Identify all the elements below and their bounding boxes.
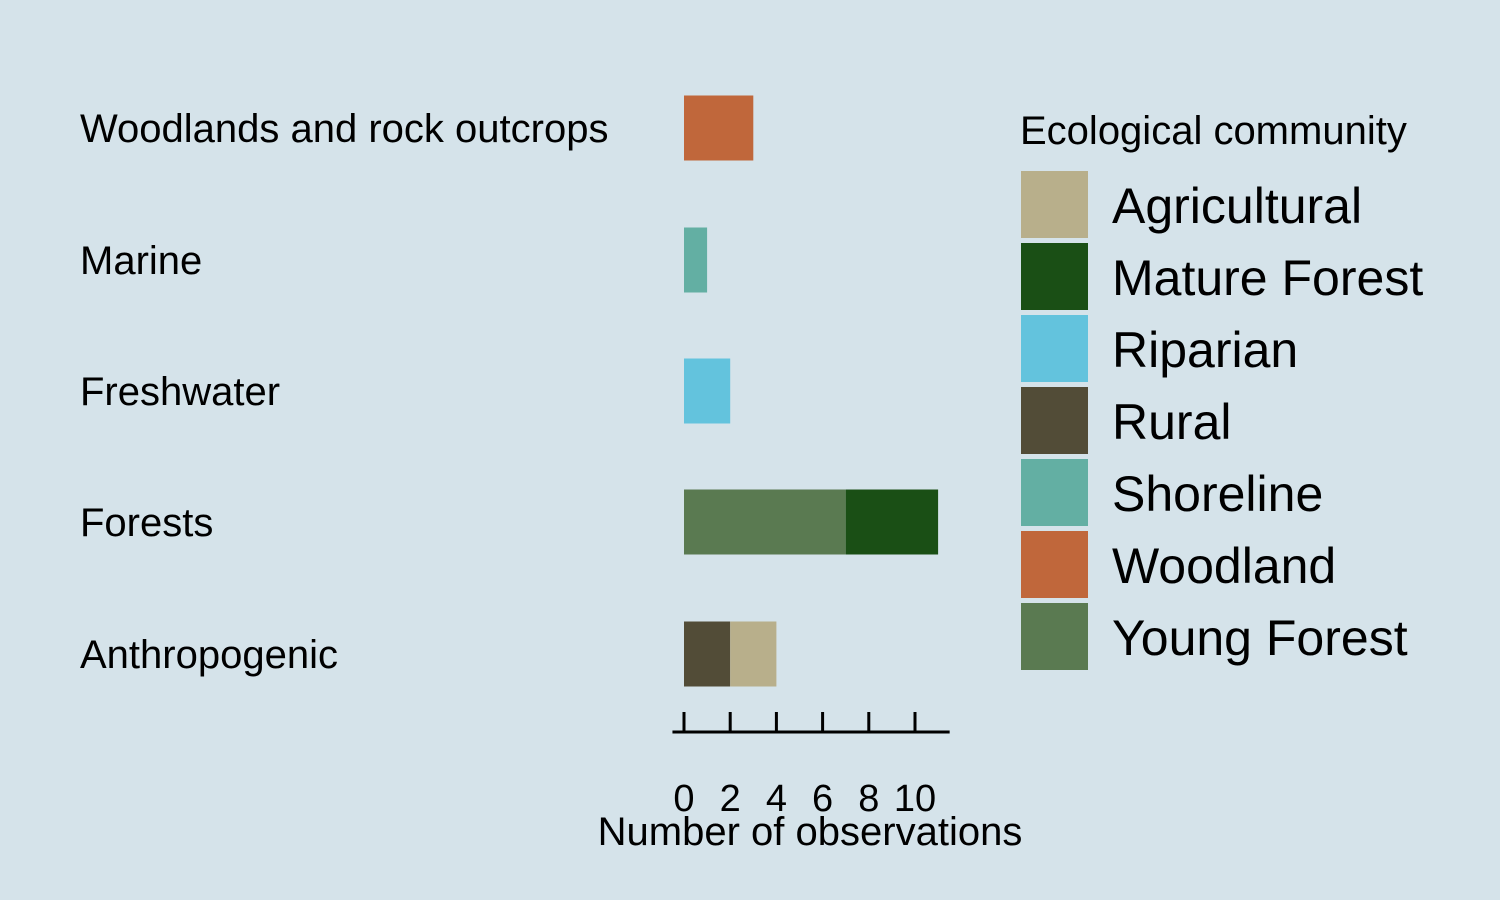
legend: Ecological community Agricultural Mature … [1020, 109, 1423, 670]
bar-young-forest [684, 489, 846, 555]
legend-label: Agricultural [1112, 178, 1362, 234]
bar-agricultural [730, 621, 777, 687]
x-axis-title: Number of observations [598, 810, 1023, 854]
category-label: Freshwater [80, 370, 280, 414]
legend-label: Riparian [1112, 322, 1298, 378]
legend-swatch [1021, 531, 1088, 598]
bar-shoreline [684, 227, 708, 293]
legend-label: Shoreline [1112, 466, 1323, 522]
bar-rural [684, 621, 731, 687]
bars [684, 95, 939, 687]
category-label: Anthropogenic [80, 633, 338, 677]
x-tick-label: 6 [812, 778, 833, 820]
x-tick-label: 10 [894, 778, 936, 820]
category-label: Forests [80, 501, 213, 545]
legend-label: Rural [1112, 394, 1231, 450]
x-tick-label: 4 [766, 778, 787, 820]
legend-swatch [1021, 171, 1088, 238]
legend-label: Mature Forest [1112, 250, 1423, 306]
x-tick-label: 2 [720, 778, 741, 820]
legend-swatch [1021, 243, 1088, 310]
bar-mature-forest [845, 489, 939, 555]
x-axis: 0 2 4 6 8 10 [672, 712, 950, 820]
legend-swatch [1021, 603, 1088, 670]
bar-woodland [684, 95, 754, 161]
x-tick-label: 0 [673, 778, 694, 820]
legend-label: Young Forest [1112, 610, 1408, 666]
x-tick-label: 8 [858, 778, 879, 820]
legend-label: Woodland [1112, 538, 1336, 594]
legend-swatch [1021, 459, 1088, 526]
legend-title: Ecological community [1020, 109, 1407, 153]
category-labels: Woodlands and rock outcrops Marine Freshwa… [80, 107, 608, 677]
legend-swatch [1021, 387, 1088, 454]
legend-swatch [1021, 315, 1088, 382]
category-label: Woodlands and rock outcrops [80, 107, 608, 151]
category-label: Marine [80, 239, 202, 283]
bar-riparian [684, 358, 731, 424]
